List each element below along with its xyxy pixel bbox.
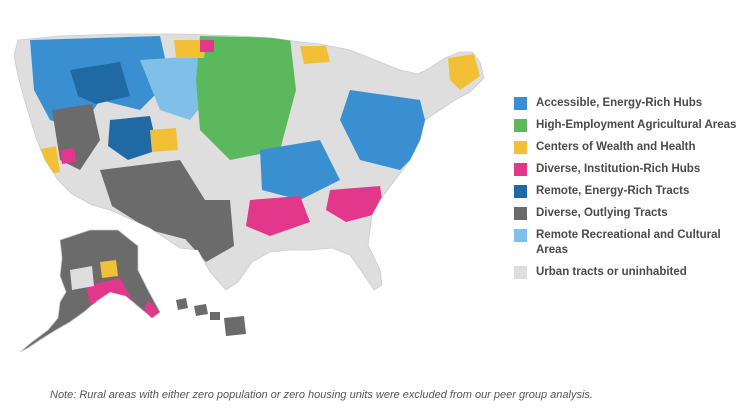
region-wealth-michigan [300,46,330,64]
region-east-blue-2 [260,140,340,200]
conus-region [13,33,485,291]
legend-label: Urban tracts or uninhabited [536,266,687,278]
legend-item-centers-of-wealth-and-health: Centers of Wealth and Health [514,140,740,155]
legend: Accessible, Energy-Rich Hubs High-Employ… [514,96,740,287]
region-light-blue-west [140,56,214,120]
hawaii-island-1 [176,298,188,310]
region-remote-energy-ut [108,116,158,160]
legend-swatch [514,163,527,176]
region-mid-magenta [200,40,214,52]
alaska-panhandle-magenta [144,300,160,318]
alaska-light [70,266,94,290]
region-nw-magenta [60,148,76,164]
region-east-blue [340,90,430,170]
legend-item-remote-energy-rich-tracts: Remote, Energy-Rich Tracts [514,184,740,199]
legend-swatch [514,141,527,154]
footnote: Note: Rural areas with either zero popul… [50,389,593,401]
region-south-magenta [246,196,310,236]
region-plains-green [196,36,296,160]
us-peer-group-map [13,33,485,353]
region-wealth-newengland [448,54,480,90]
hawaii-region [176,298,246,336]
legend-item-diverse-institution-rich-hubs: Diverse, Institution-Rich Hubs [514,162,740,177]
legend-label: Centers of Wealth and Health [536,141,696,153]
legend-swatch [514,207,527,220]
legend-item-high-employment-agricultural-areas: High-Employment Agricultural Areas [514,118,740,133]
legend-swatch [514,229,527,242]
legend-swatch [514,97,527,110]
region-southeast-magenta [326,186,384,222]
region-wealth-colorado [150,128,178,152]
legend-label: Accessible, Energy-Rich Hubs [536,97,703,109]
legend-item-accessible-energy-rich-hubs: Accessible, Energy-Rich Hubs [514,96,740,111]
legend-label: Remote Recreational and Cultural Areas [536,229,721,256]
hawaii-island-4 [224,316,246,336]
hawaii-island-3 [210,312,220,320]
legend-item-urban-tracts-or-uninhabited: Urban tracts or uninhabited [514,265,740,280]
alaska-wealth [100,260,118,278]
legend-label: High-Employment Agricultural Areas [536,119,737,131]
legend-swatch [514,266,527,279]
legend-label: Diverse, Outlying Tracts [536,207,668,219]
region-wealth-california [36,146,60,176]
legend-label: Remote, Energy-Rich Tracts [536,185,690,197]
legend-swatch [514,185,527,198]
alaska-region [19,229,161,353]
region-remote-energy-nw [70,62,130,104]
legend-swatch [514,119,527,132]
legend-item-remote-recreational-and-cultural-areas: Remote Recreational and Cultural Areas [514,228,740,258]
legend-item-diverse-outlying-tracts: Diverse, Outlying Tracts [514,206,740,221]
hawaii-island-2 [194,304,208,316]
region-wealth-montana [174,40,206,58]
region-texas-outlying [180,200,234,262]
region-outlying-southwest [100,160,205,242]
legend-label: Diverse, Institution-Rich Hubs [536,163,701,175]
